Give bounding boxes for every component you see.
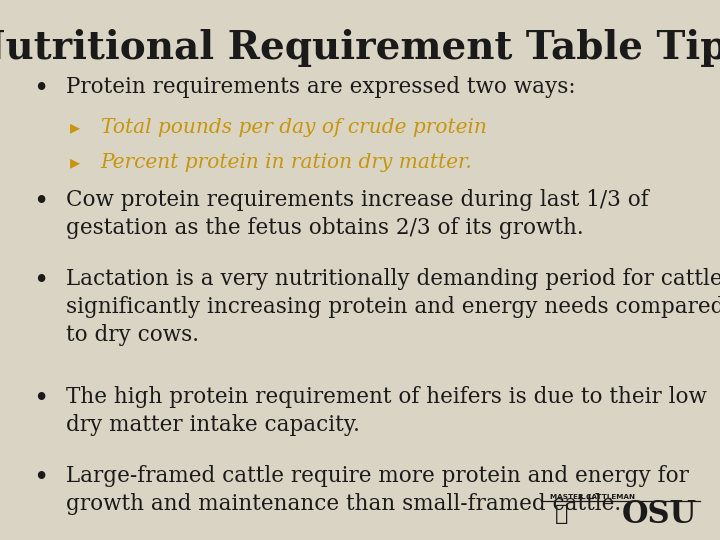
Text: Nutritional Requirement Table Tips: Nutritional Requirement Table Tips	[0, 29, 720, 67]
Text: Large-framed cattle require more protein and energy for
growth and maintenance t: Large-framed cattle require more protein…	[66, 465, 689, 515]
Text: •: •	[33, 188, 48, 214]
Text: 🐄: 🐄	[555, 504, 569, 524]
Text: MASTER CATTLEMAN: MASTER CATTLEMAN	[550, 494, 635, 500]
Text: The high protein requirement of heifers is due to their low
dry matter intake ca: The high protein requirement of heifers …	[66, 386, 707, 436]
Text: ▸: ▸	[70, 153, 81, 172]
Text: •: •	[33, 386, 48, 410]
Text: Total pounds per day of crude protein: Total pounds per day of crude protein	[101, 118, 487, 137]
Text: Lactation is a very nutritionally demanding period for cattle,
significantly inc: Lactation is a very nutritionally demand…	[66, 268, 720, 346]
Text: ▸: ▸	[70, 118, 81, 137]
Text: Protein requirements are expressed two ways:: Protein requirements are expressed two w…	[66, 76, 576, 98]
Text: OSU: OSU	[621, 499, 696, 530]
Text: •: •	[33, 465, 48, 490]
Text: •: •	[33, 268, 48, 293]
Text: Cow protein requirements increase during last 1/3 of
gestation as the fetus obta: Cow protein requirements increase during…	[66, 188, 649, 239]
Text: •: •	[33, 76, 48, 100]
Text: Percent protein in ration dry matter.: Percent protein in ration dry matter.	[101, 153, 472, 172]
